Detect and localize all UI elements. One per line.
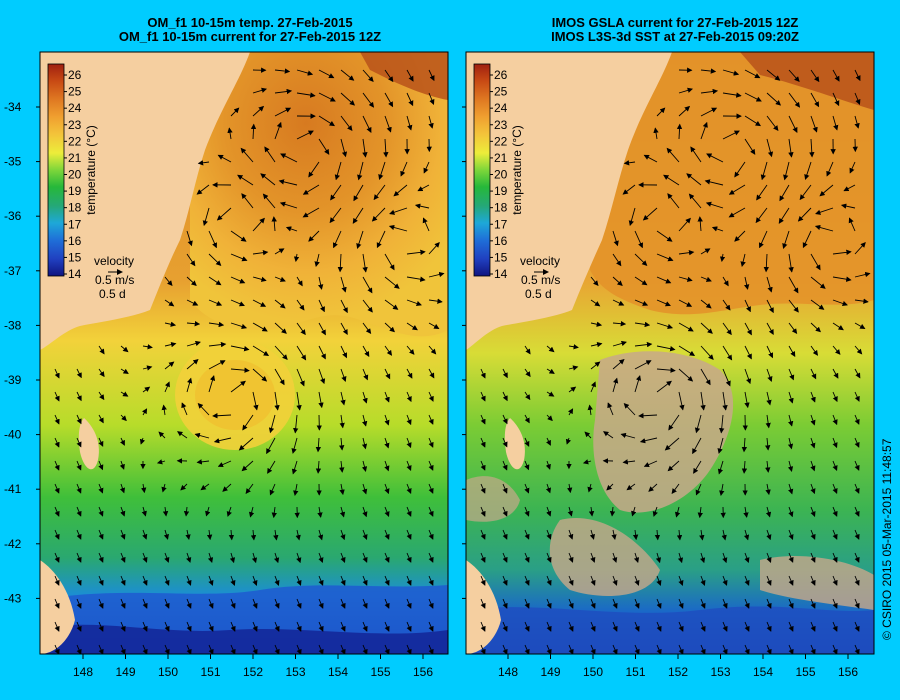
colorbar-tick-label: 18 bbox=[494, 201, 508, 215]
left-australia-land bbox=[40, 52, 250, 350]
right-map-panel bbox=[466, 52, 874, 654]
colorbar-tick-label: 15 bbox=[494, 250, 508, 264]
left-colorbar-label: temperature (°C) bbox=[84, 125, 98, 215]
right-velocity-speed: 0.5 m/s bbox=[521, 273, 560, 287]
colorbar-tick-label: 14 bbox=[494, 267, 508, 281]
left-velocity-time: 0.5 d bbox=[99, 287, 126, 301]
lon-tick-label: 156 bbox=[838, 665, 858, 679]
colorbar-tick-label: 21 bbox=[68, 151, 82, 165]
lon-tick-label: 154 bbox=[328, 665, 348, 679]
colorbar-tick-label: 19 bbox=[68, 184, 82, 198]
left-longitude-axis: 148 149 150 151 152 153 154 155 156 bbox=[73, 654, 433, 679]
right-australia-land bbox=[466, 52, 672, 350]
right-velocity-time: 0.5 d bbox=[525, 287, 552, 301]
credit-text: © CSIRO 2015 05-Mar-2015 11:48:57 bbox=[880, 438, 894, 640]
colorbar-tick-label: 16 bbox=[68, 234, 82, 248]
left-velocity-label: velocity bbox=[94, 254, 134, 268]
lat-tick-label: -37 bbox=[4, 264, 22, 278]
lon-tick-label: 155 bbox=[370, 665, 390, 679]
lon-tick-label: 156 bbox=[413, 665, 433, 679]
colorbar-tick-label: 14 bbox=[68, 267, 82, 281]
colorbar-tick-label: 18 bbox=[68, 201, 82, 215]
right-title-line2: IMOS L3S-3d SST at 27-Feb-2015 09:20Z bbox=[551, 29, 799, 44]
colorbar-tick-label: 20 bbox=[68, 168, 82, 182]
colorbar-tick-label: 20 bbox=[494, 168, 508, 182]
lon-tick-label: 152 bbox=[668, 665, 688, 679]
colorbar-tick-label: 21 bbox=[494, 151, 508, 165]
left-hot-spot bbox=[360, 52, 448, 100]
left-title-line1: OM_f1 10-15m temp. 27-Feb-2015 bbox=[147, 15, 353, 30]
lon-tick-label: 153 bbox=[285, 665, 305, 679]
lat-tick-label: -42 bbox=[4, 537, 22, 551]
lon-tick-label: 153 bbox=[710, 665, 730, 679]
lon-tick-label: 148 bbox=[498, 665, 518, 679]
left-colorbar bbox=[47, 63, 65, 277]
lat-tick-label: -39 bbox=[4, 373, 22, 387]
lon-tick-label: 150 bbox=[158, 665, 178, 679]
colorbar-tick-label: 23 bbox=[68, 118, 82, 132]
right-colorbar-ticks: 26 25 24 23 22 21 20 19 18 17 16 15 14 bbox=[490, 68, 508, 281]
colorbar-tick-label: 24 bbox=[68, 101, 82, 115]
colorbar-tick-label: 16 bbox=[494, 234, 508, 248]
colorbar-tick-label: 24 bbox=[494, 101, 508, 115]
right-panel-title: IMOS GSLA current for 27-Feb-2015 12Z IM… bbox=[450, 16, 900, 44]
lat-tick-label: -43 bbox=[4, 591, 22, 605]
latitude-axis: -34 -35 -36 -37 -38 -39 -40 -41 -42 -43 bbox=[4, 100, 466, 605]
left-colorbar-ticks: 26 25 24 23 22 21 20 19 18 17 16 15 14 bbox=[64, 68, 82, 281]
right-current-vectors bbox=[480, 67, 871, 654]
left-warm-water bbox=[190, 52, 448, 337]
right-velocity-label: velocity bbox=[520, 254, 560, 268]
lat-tick-label: -35 bbox=[4, 155, 22, 169]
colorbar-tick-label: 22 bbox=[494, 134, 508, 148]
right-longitude-axis: 148 149 150 151 152 153 154 155 156 bbox=[498, 654, 858, 679]
left-panel-title: OM_f1 10-15m temp. 27-Feb-2015 OM_f1 10-… bbox=[30, 16, 470, 44]
colorbar-tick-label: 15 bbox=[68, 250, 82, 264]
lon-tick-label: 152 bbox=[243, 665, 263, 679]
lat-tick-label: -40 bbox=[4, 428, 22, 442]
colorbar-tick-label: 26 bbox=[494, 68, 508, 82]
colorbar-tick-label: 26 bbox=[68, 68, 82, 82]
colorbar-tick-label: 23 bbox=[494, 118, 508, 132]
left-title-line2: OM_f1 10-15m current for 27-Feb-2015 12Z bbox=[118, 29, 382, 44]
lat-tick-label: -38 bbox=[4, 318, 22, 332]
lon-tick-label: 149 bbox=[115, 665, 135, 679]
lon-tick-label: 150 bbox=[583, 665, 603, 679]
lon-tick-label: 151 bbox=[625, 665, 645, 679]
lon-tick-label: 149 bbox=[540, 665, 560, 679]
right-title-line1: IMOS GSLA current for 27-Feb-2015 12Z bbox=[551, 15, 799, 30]
right-colorbar-label: temperature (°C) bbox=[510, 125, 524, 215]
lon-tick-label: 151 bbox=[200, 665, 220, 679]
lon-tick-label: 148 bbox=[73, 665, 93, 679]
right-warm-water bbox=[590, 52, 874, 315]
lat-tick-label: -34 bbox=[4, 100, 22, 114]
left-flinders-island bbox=[78, 418, 99, 470]
colorbar-tick-label: 17 bbox=[494, 217, 508, 231]
lat-tick-label: -41 bbox=[4, 482, 22, 496]
colorbar-tick-label: 25 bbox=[494, 85, 508, 99]
colorbar-tick-label: 22 bbox=[68, 134, 82, 148]
left-velocity-speed: 0.5 m/s bbox=[95, 273, 134, 287]
lat-tick-label: -36 bbox=[4, 209, 22, 223]
left-current-vectors bbox=[54, 67, 445, 654]
colorbar-tick-label: 17 bbox=[68, 217, 82, 231]
right-flinders-island bbox=[504, 418, 525, 470]
lon-tick-label: 155 bbox=[795, 665, 815, 679]
colorbar-tick-label: 19 bbox=[494, 184, 508, 198]
lon-tick-label: 154 bbox=[753, 665, 773, 679]
right-colorbar bbox=[473, 63, 491, 277]
colorbar-tick-label: 25 bbox=[68, 85, 82, 99]
left-map-panel bbox=[40, 52, 448, 654]
